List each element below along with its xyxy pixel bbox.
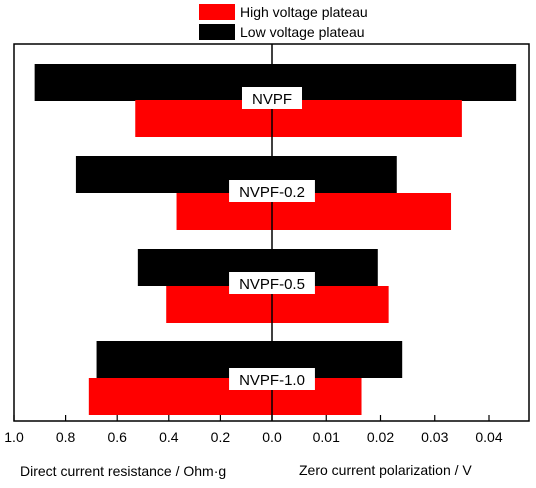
legend-swatch-low bbox=[199, 24, 235, 40]
right-tick-4-label: 0.04 bbox=[475, 429, 502, 445]
category-label-text: NVPF-0.5 bbox=[239, 276, 305, 293]
category-label-0: NVPF bbox=[241, 87, 303, 109]
right-tick-1-label: 0.01 bbox=[313, 429, 340, 445]
category-label-3: NVPF-1.0 bbox=[229, 368, 315, 390]
legend-label-high: High voltage plateau bbox=[240, 4, 368, 20]
left-tick-2-label: 0.6 bbox=[107, 429, 127, 445]
category-label-box bbox=[229, 180, 315, 202]
category-label-text: NVPF-1.0 bbox=[239, 372, 305, 389]
left-tick-1-label: 0.8 bbox=[56, 429, 76, 445]
category-label-box bbox=[229, 368, 315, 390]
x-ticks: 1.0 0.8 0.6 0.4 0.2 0.0 0.01 0.02 0.03 0.04 bbox=[4, 415, 503, 445]
legend: High voltage plateau Low voltage plateau bbox=[199, 4, 368, 40]
left-tick-4-label: 0.2 bbox=[211, 429, 231, 445]
bar-pol-high-0 bbox=[272, 100, 462, 137]
left-tick-5-label: 0.0 bbox=[262, 429, 282, 445]
left-tick-3-label: 0.4 bbox=[159, 429, 179, 445]
category-labels: NVPF NVPF-0.2 NVPF-0.5 NVPF-1.0 bbox=[229, 87, 315, 390]
right-x-axis-title: Zero current polarization / V bbox=[299, 462, 472, 478]
bar-dcr-low-0 bbox=[34, 64, 272, 101]
legend-label-low: Low voltage plateau bbox=[240, 24, 365, 40]
left-x-axis-title: Direct current resistance / Ohm·g bbox=[20, 463, 226, 479]
category-label-box bbox=[229, 272, 315, 294]
legend-swatch-high bbox=[199, 4, 235, 20]
right-tick-3-label: 0.03 bbox=[421, 429, 448, 445]
bar-pol-low-0 bbox=[272, 64, 517, 101]
right-tick-2-label: 0.02 bbox=[367, 429, 394, 445]
bars-layer bbox=[34, 64, 517, 415]
category-label-box bbox=[241, 87, 303, 109]
category-label-1: NVPF-0.2 bbox=[229, 180, 315, 202]
category-label-2: NVPF-0.5 bbox=[229, 272, 315, 294]
category-label-text: NVPF-0.2 bbox=[239, 184, 305, 201]
category-label-text: NVPF bbox=[252, 91, 292, 108]
left-tick-0-label: 1.0 bbox=[4, 429, 24, 445]
